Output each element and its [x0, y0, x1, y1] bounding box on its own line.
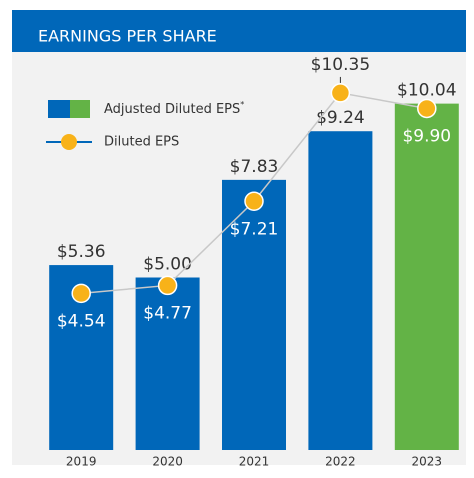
line-value-label: $4.54 [57, 311, 106, 331]
x-tick-label: 2023 [412, 455, 443, 469]
line-value-label: $10.35 [311, 55, 370, 75]
header [12, 10, 466, 52]
line-value-label: $4.77 [143, 303, 192, 323]
x-tick-label: 2019 [66, 455, 97, 469]
legend-swatch [48, 100, 70, 118]
legend: Adjusted Diluted EPS* Diluted EPS [46, 100, 244, 150]
bar [308, 131, 373, 450]
bar [222, 179, 286, 451]
legend-label: Diluted EPS [104, 135, 179, 150]
bar-value-label: $9.24 [316, 108, 365, 128]
legend-text: Adjusted Diluted EPS [104, 102, 240, 117]
line-value-label: $9.90 [402, 126, 451, 146]
legend-label: Adjusted Diluted EPS* [104, 100, 244, 117]
bar-value-label: $7.83 [230, 157, 279, 177]
line-dot [157, 275, 178, 296]
bar-value-label: $10.04 [397, 81, 456, 101]
line-dot [71, 283, 91, 304]
x-tick-label: 2022 [325, 455, 356, 469]
legend-swatch [70, 100, 90, 118]
bar [394, 103, 459, 451]
x-tick-label: 2020 [152, 455, 183, 469]
line-dot [244, 191, 264, 212]
chart-title: EARNINGS PER SHARE [38, 27, 217, 46]
line-dot [417, 98, 437, 119]
x-tick-label: 2021 [239, 455, 270, 469]
bar [135, 277, 200, 450]
legend-note: * [240, 100, 244, 109]
bar-value-label: $5.36 [57, 242, 106, 262]
line-dot [330, 83, 351, 103]
line-value-label: $7.21 [230, 219, 279, 239]
legend-dot [61, 134, 77, 150]
bar-value-label: $5.00 [143, 255, 192, 275]
